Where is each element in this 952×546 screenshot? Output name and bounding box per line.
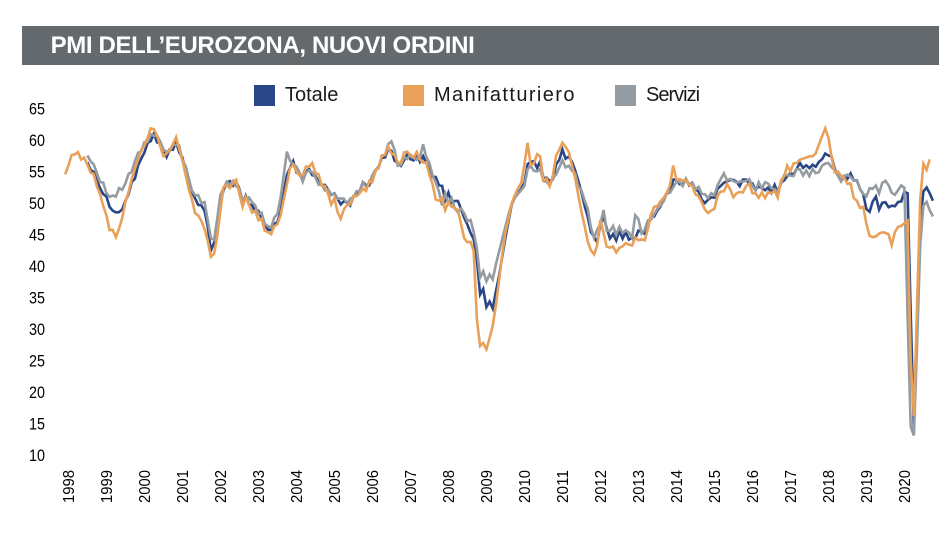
svg-text:2019: 2019	[859, 470, 876, 503]
svg-text:2012: 2012	[593, 470, 610, 503]
svg-text:2016: 2016	[745, 470, 762, 503]
svg-text:2018: 2018	[821, 470, 838, 503]
svg-text:1999: 1999	[99, 470, 116, 503]
svg-text:2001: 2001	[175, 470, 192, 503]
svg-text:25: 25	[29, 351, 45, 370]
svg-text:2006: 2006	[365, 470, 382, 503]
svg-text:2020: 2020	[897, 470, 914, 503]
svg-text:2008: 2008	[441, 470, 458, 503]
svg-text:20: 20	[29, 383, 45, 402]
svg-text:2017: 2017	[783, 470, 800, 503]
svg-text:30: 30	[29, 320, 45, 339]
svg-text:2000: 2000	[137, 470, 154, 503]
svg-text:2010: 2010	[517, 470, 534, 503]
svg-text:2007: 2007	[403, 470, 420, 503]
svg-text:2004: 2004	[289, 470, 306, 503]
svg-text:10: 10	[29, 446, 45, 465]
svg-text:2009: 2009	[479, 470, 496, 503]
svg-text:2014: 2014	[669, 470, 686, 503]
svg-text:65: 65	[29, 100, 45, 119]
svg-text:40: 40	[29, 257, 45, 276]
svg-text:35: 35	[29, 289, 45, 308]
svg-text:2013: 2013	[631, 470, 648, 503]
svg-text:55: 55	[29, 163, 45, 182]
svg-text:60: 60	[29, 131, 45, 150]
svg-text:2015: 2015	[707, 470, 724, 503]
svg-text:2002: 2002	[213, 470, 230, 503]
svg-text:2003: 2003	[251, 470, 268, 503]
svg-text:45: 45	[29, 226, 45, 245]
svg-text:1998: 1998	[61, 470, 78, 503]
svg-text:50: 50	[29, 194, 45, 213]
svg-text:2005: 2005	[327, 470, 344, 503]
svg-text:2011: 2011	[555, 470, 572, 503]
svg-text:15: 15	[29, 414, 45, 433]
